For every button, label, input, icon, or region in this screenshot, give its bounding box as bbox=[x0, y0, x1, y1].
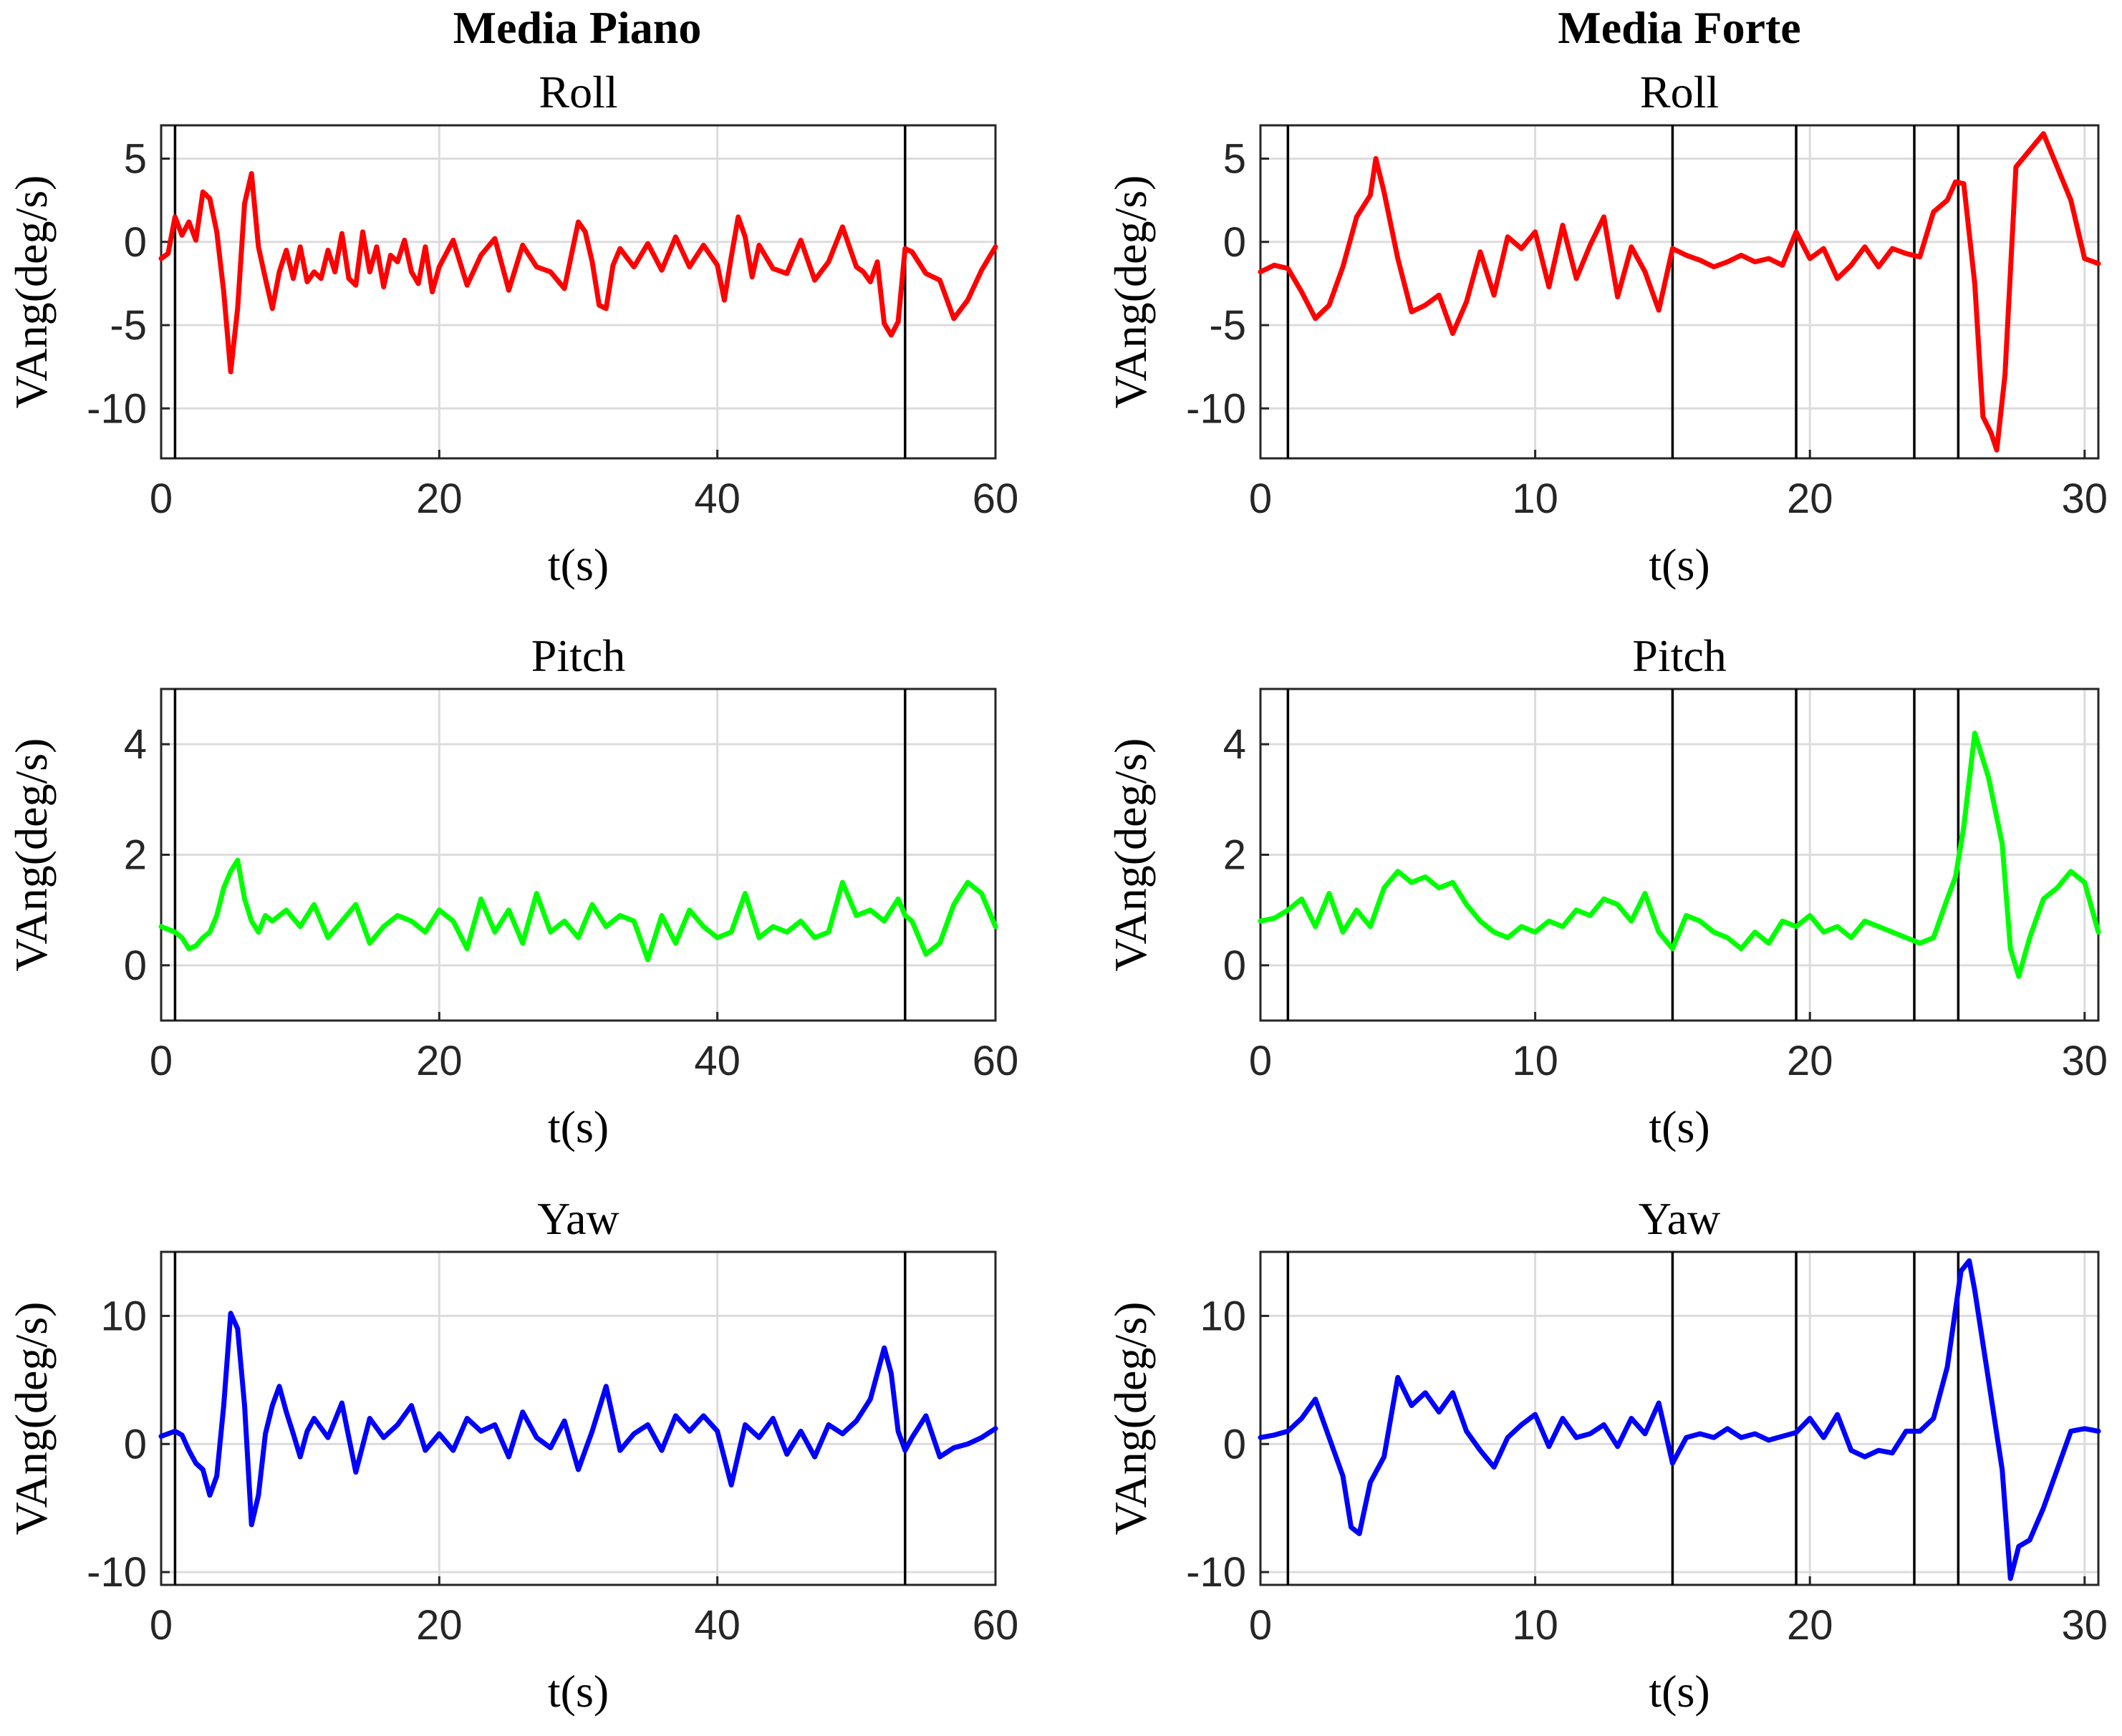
y-tick-label: 0 bbox=[124, 942, 147, 989]
y-tick-label: -10 bbox=[87, 385, 147, 432]
x-tick-label: 0 bbox=[1249, 1038, 1272, 1084]
y-tick-label: 5 bbox=[1223, 136, 1246, 183]
plot-frame bbox=[160, 124, 997, 460]
axis-title: Roll bbox=[1640, 67, 1719, 117]
x-tick-label: 40 bbox=[694, 476, 741, 522]
y-axis-label: VAng(deg/s) bbox=[1105, 738, 1156, 972]
y-tick-label: 10 bbox=[1200, 1293, 1246, 1339]
y-tick-label: 10 bbox=[100, 1293, 147, 1339]
y-tick-label: 0 bbox=[124, 1421, 147, 1467]
x-tick-label: 40 bbox=[694, 1602, 741, 1649]
y-tick-label: -10 bbox=[87, 1549, 147, 1596]
x-axis-label: t(s) bbox=[1649, 539, 1709, 590]
x-tick-label: 30 bbox=[2062, 1602, 2108, 1649]
x-tick-label: 20 bbox=[416, 1602, 463, 1649]
y-tick-label: -10 bbox=[1186, 1549, 1246, 1596]
x-tick-label: 30 bbox=[2062, 1038, 2108, 1084]
plot-frame bbox=[1259, 124, 2100, 460]
x-axis-label: t(s) bbox=[548, 1666, 609, 1717]
x-tick-label: 20 bbox=[416, 1038, 463, 1084]
y-tick-label: 0 bbox=[1223, 942, 1246, 989]
y-tick-label: 0 bbox=[1223, 219, 1246, 266]
y-tick-label: 5 bbox=[124, 136, 147, 183]
y-tick-label: 4 bbox=[124, 721, 147, 768]
y-tick-label: 4 bbox=[1223, 721, 1246, 768]
y-axis-label: VAng(deg/s) bbox=[1105, 1302, 1156, 1535]
x-tick-label: 0 bbox=[1249, 1602, 1272, 1649]
x-axis-label: t(s) bbox=[1649, 1666, 1709, 1717]
x-tick-label: 60 bbox=[973, 1602, 1019, 1649]
x-axis-label: t(s) bbox=[548, 539, 609, 590]
series-line bbox=[1258, 1258, 2101, 1581]
x-tick-label: 20 bbox=[1787, 1038, 1833, 1084]
x-tick-label: 30 bbox=[2062, 476, 2108, 522]
chart-panel: 0 20 40 60 0 2 4 Pitch t(s) VAng(deg/s) bbox=[6, 630, 1018, 1152]
y-axis-label: VAng(deg/s) bbox=[6, 175, 57, 409]
chart-panel: 0 20 40 60 -10 -5 0 5 Roll t(s) VAng(deg/s) bbox=[6, 67, 1018, 590]
x-tick-label: 10 bbox=[1512, 476, 1558, 522]
axis-title: Pitch bbox=[531, 630, 626, 681]
y-axis-label: VAng(deg/s) bbox=[1105, 175, 1156, 409]
axis-title: Roll bbox=[539, 67, 617, 117]
x-tick-label: 60 bbox=[973, 1038, 1019, 1084]
axis-title: Pitch bbox=[1632, 630, 1727, 681]
series-line bbox=[158, 170, 998, 375]
y-tick-label: 0 bbox=[124, 219, 147, 266]
series-line bbox=[1258, 730, 2101, 979]
axis-title: Yaw bbox=[537, 1193, 619, 1244]
x-tick-label: 0 bbox=[1249, 476, 1272, 522]
chart-panel: 0 10 20 30 0 2 4 Pitch t(s) VAng(deg/s) bbox=[1105, 630, 2108, 1152]
y-tick-label: 2 bbox=[1223, 832, 1246, 879]
series-line bbox=[1258, 131, 2101, 453]
x-tick-label: 20 bbox=[1787, 476, 1833, 522]
x-axis-label: t(s) bbox=[1649, 1101, 1709, 1152]
column-title-left: Media Piano bbox=[453, 2, 702, 53]
series-line bbox=[158, 857, 998, 963]
y-axis-label: VAng(deg/s) bbox=[6, 738, 57, 972]
plot-frame bbox=[1259, 1250, 2100, 1586]
y-tick-label: 2 bbox=[124, 832, 147, 879]
y-tick-label: 0 bbox=[1223, 1421, 1246, 1467]
x-axis-label: t(s) bbox=[548, 1101, 609, 1152]
y-tick-label: -10 bbox=[1186, 385, 1246, 432]
plot-frame bbox=[160, 1250, 997, 1586]
x-tick-label: 20 bbox=[1787, 1602, 1833, 1649]
x-tick-label: 10 bbox=[1512, 1602, 1558, 1649]
y-tick-label: -5 bbox=[110, 302, 147, 349]
x-tick-label: 0 bbox=[150, 476, 173, 522]
chart-panel: 0 10 20 30 -10 -5 0 5 Roll t(s) VAng(deg/s) bbox=[1105, 67, 2108, 590]
series-line bbox=[158, 1311, 998, 1528]
x-tick-label: 60 bbox=[973, 476, 1019, 522]
axis-title: Yaw bbox=[1639, 1193, 1720, 1244]
y-axis-label: VAng(deg/s) bbox=[6, 1302, 57, 1535]
y-tick-label: -5 bbox=[1209, 302, 1246, 349]
x-tick-label: 20 bbox=[416, 476, 463, 522]
x-tick-label: 0 bbox=[150, 1038, 173, 1084]
column-title-right: Media Forte bbox=[1558, 2, 1800, 53]
x-tick-label: 0 bbox=[150, 1602, 173, 1649]
x-tick-label: 40 bbox=[694, 1038, 741, 1084]
x-tick-label: 10 bbox=[1512, 1038, 1558, 1084]
